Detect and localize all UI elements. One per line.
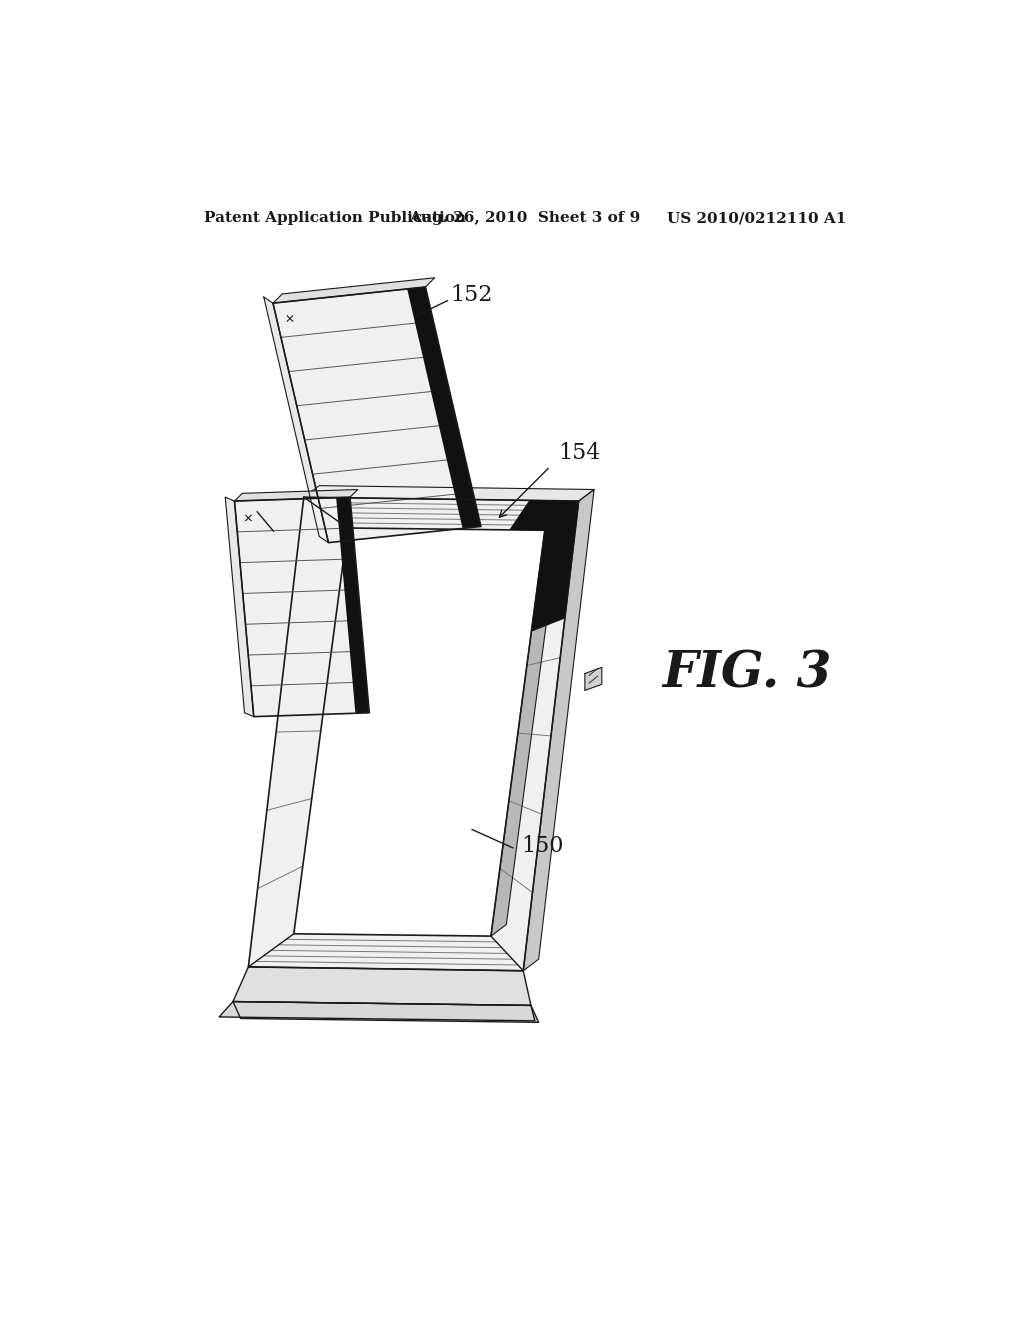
Polygon shape: [234, 498, 370, 717]
Polygon shape: [490, 519, 560, 936]
Text: 154: 154: [558, 442, 600, 463]
Polygon shape: [264, 297, 329, 543]
Polygon shape: [219, 1002, 535, 1020]
Text: 156: 156: [250, 495, 292, 517]
Text: 152: 152: [451, 285, 493, 306]
Polygon shape: [336, 498, 370, 713]
Text: US 2010/0212110 A1: US 2010/0212110 A1: [668, 211, 847, 226]
Polygon shape: [509, 500, 579, 531]
Polygon shape: [585, 668, 602, 690]
Polygon shape: [523, 490, 594, 970]
Polygon shape: [249, 933, 523, 970]
Polygon shape: [273, 286, 481, 543]
Polygon shape: [304, 498, 579, 531]
Polygon shape: [531, 502, 579, 632]
Polygon shape: [490, 502, 579, 970]
Polygon shape: [408, 286, 481, 528]
Polygon shape: [273, 277, 435, 304]
Text: Patent Application Publication: Patent Application Publication: [204, 211, 466, 226]
Polygon shape: [225, 498, 254, 717]
Polygon shape: [249, 498, 348, 966]
Text: 150: 150: [521, 836, 564, 857]
Text: FIG. 3: FIG. 3: [662, 649, 831, 698]
Text: Aug. 26, 2010  Sheet 3 of 9: Aug. 26, 2010 Sheet 3 of 9: [410, 211, 640, 226]
Polygon shape: [233, 1002, 539, 1022]
Polygon shape: [234, 490, 357, 502]
Polygon shape: [304, 486, 594, 502]
Polygon shape: [233, 966, 531, 1006]
